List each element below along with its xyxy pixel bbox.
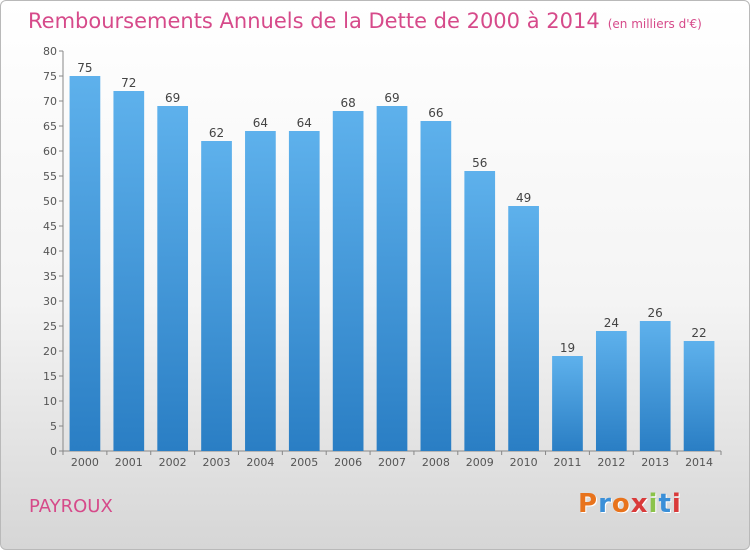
- value-label-2004: 64: [253, 116, 268, 130]
- value-label-2011: 19: [560, 341, 575, 355]
- bar-2010: [508, 206, 539, 451]
- x-tick-label: 2011: [553, 456, 581, 469]
- bar-2004: [245, 131, 276, 451]
- value-label-2003: 62: [209, 126, 224, 140]
- y-tick-label: 80: [43, 45, 57, 58]
- x-tick-label: 2001: [115, 456, 143, 469]
- x-tick-label: 2009: [466, 456, 494, 469]
- commune-name: PAYROUX: [29, 496, 113, 517]
- x-tick-label: 2005: [290, 456, 318, 469]
- bars: [69, 76, 715, 451]
- bar-2002: [157, 106, 189, 451]
- bar-2001: [113, 91, 145, 451]
- brand-letter: t: [658, 489, 672, 519]
- brand-letter: i: [648, 489, 659, 519]
- x-tick-label: 2013: [641, 456, 669, 469]
- bar-2003: [201, 141, 232, 451]
- bar-2008: [420, 121, 452, 451]
- bar-2014: [683, 341, 715, 451]
- value-labels: 75 72 69 62 64 64 68 69 66 56 49 19 24 26 22: [77, 61, 706, 355]
- y-tick-label: 75: [43, 70, 57, 83]
- x-tick-label: 2010: [510, 456, 538, 469]
- y-tick-label: 45: [43, 220, 57, 233]
- bar-2005: [288, 131, 320, 451]
- x-tick-label: 2007: [378, 456, 406, 469]
- x-tick-label: 2012: [597, 456, 625, 469]
- y-tick-label: 15: [43, 370, 57, 383]
- value-label-2006: 68: [340, 96, 355, 110]
- value-label-2001: 72: [121, 76, 136, 90]
- y-tick-label: 60: [43, 145, 57, 158]
- x-tick-label: 2006: [334, 456, 362, 469]
- y-tick-label: 5: [50, 420, 57, 433]
- value-label-2007: 69: [384, 91, 399, 105]
- y-tick-label: 35: [43, 270, 57, 283]
- x-tick-label: 2002: [159, 456, 187, 469]
- brand-letter: P: [578, 489, 599, 519]
- bar-2000: [69, 76, 101, 451]
- value-label-2000: 75: [77, 61, 92, 75]
- x-tick-label: 2004: [246, 456, 274, 469]
- brand-logo: Proxiti: [578, 489, 682, 519]
- x-tick-label: 2008: [422, 456, 450, 469]
- x-axis: 2000 2001 2002 2003 2004 2005 2006 2007 2008 2009…: [62, 450, 722, 469]
- value-label-2009: 56: [472, 156, 487, 170]
- x-tick-label: 2000: [71, 456, 99, 469]
- y-tick-label: 65: [43, 120, 57, 133]
- bar-2006: [332, 111, 364, 451]
- y-tick-label: 30: [43, 295, 57, 308]
- chart-unit-label: (en milliers d'€): [607, 17, 702, 31]
- x-tick-label: 2003: [203, 456, 231, 469]
- value-label-2002: 69: [165, 91, 180, 105]
- bar-2011: [552, 356, 583, 451]
- y-tick-label: 10: [43, 395, 57, 408]
- brand-letter: o: [611, 489, 631, 519]
- x-tick-label: 2014: [685, 456, 713, 469]
- value-label-2014: 22: [691, 326, 706, 340]
- bar-2007: [376, 106, 408, 451]
- value-label-2012: 24: [604, 316, 619, 330]
- y-axis: 0 5 10 15 20 25 30 35 40 45 50 55 60 65 70 75 80: [43, 45, 64, 458]
- value-label-2010: 49: [516, 191, 531, 205]
- bar-2012: [595, 331, 627, 451]
- bar-2013: [639, 321, 671, 451]
- chart-title-text: Remboursements Annuels de la Dette de 20…: [28, 9, 600, 33]
- y-tick-label: 0: [50, 445, 57, 458]
- bar-2009: [464, 171, 496, 451]
- brand-letter: r: [598, 489, 612, 519]
- y-tick-label: 50: [43, 195, 57, 208]
- y-tick-label: 20: [43, 345, 57, 358]
- y-tick-label: 70: [43, 95, 57, 108]
- value-label-2005: 64: [297, 116, 312, 130]
- value-label-2008: 66: [428, 106, 443, 120]
- y-tick-label: 40: [43, 245, 57, 258]
- y-tick-label: 25: [43, 320, 57, 333]
- brand-letter: x: [630, 489, 649, 519]
- y-tick-label: 55: [43, 170, 57, 183]
- chart-title: Remboursements Annuels de la Dette de 20…: [28, 9, 702, 33]
- brand-letter: i: [671, 489, 682, 519]
- value-label-2013: 26: [648, 306, 663, 320]
